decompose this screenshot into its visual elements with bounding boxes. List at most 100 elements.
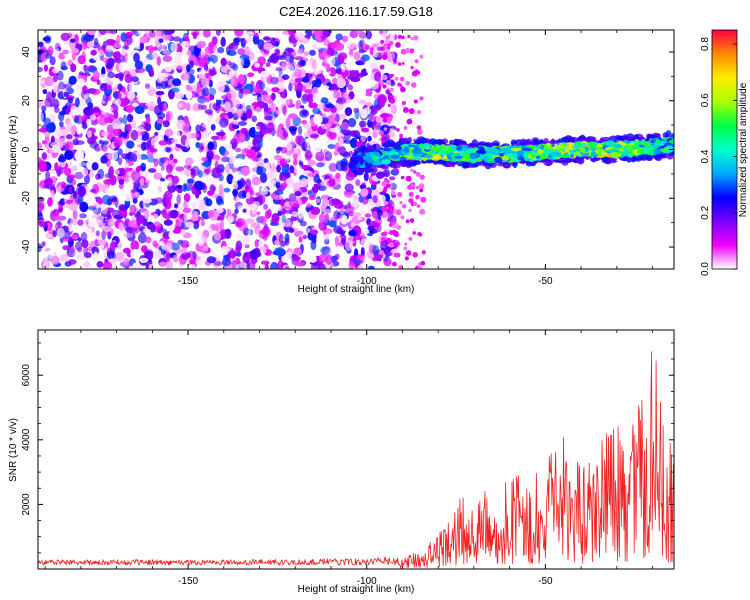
heatmap-noise-blob [219, 117, 229, 128]
heatmap-noise-blob [288, 206, 295, 212]
heatmap-signal-core [357, 157, 364, 163]
heatmap-noise-blob [264, 263, 269, 269]
heatmap-noise-blob [47, 45, 54, 56]
heatmap-noise-blob [87, 135, 97, 145]
heatmap-noise-blob [400, 175, 405, 180]
heatmap-signal-halo [577, 157, 585, 165]
heatmap-noise-blob [398, 264, 403, 269]
heatmap-noise-blob [295, 230, 304, 236]
heatmap-noise-blob [197, 190, 202, 195]
heatmap-noise-blob [187, 165, 192, 171]
heatmap-noise-blob [285, 117, 291, 128]
heatmap-noise-blob [218, 146, 226, 155]
heatmap-noise-blob [70, 63, 77, 73]
heatmap-noise-blob [207, 190, 214, 196]
heatmap-noise-blob [117, 83, 123, 91]
heatmap-noise-blob [319, 97, 329, 104]
heatmap-noise-blob [380, 236, 386, 242]
heatmap-noise-blob [407, 34, 411, 39]
heatmap-noise-blob [354, 97, 361, 103]
heatmap-noise-blob [176, 194, 181, 205]
heatmap-noise-blob [112, 51, 121, 59]
heatmap-noise-blob [292, 153, 298, 160]
heatmap-noise-blob [38, 243, 42, 253]
heatmap-noise-blob [129, 204, 137, 215]
heatmap-noise-blob [388, 205, 395, 215]
heatmap-noise-blob [412, 252, 419, 258]
heatmap-signal-halo [398, 160, 404, 166]
heatmap-noise-blob [143, 95, 151, 103]
heatmap-noise-blob [69, 47, 80, 54]
heatmap-noise-blob [389, 80, 396, 87]
heatmap-noise-blob [295, 135, 302, 145]
heatmap-signal-core [581, 152, 590, 157]
heatmap-noise-blob [134, 84, 141, 90]
heatmap-noise-blob [156, 119, 165, 124]
heatmap-noise-blob [367, 135, 372, 142]
heatmap-noise-blob [195, 198, 200, 208]
heatmap-noise-blob [111, 119, 122, 130]
heatmap-noise-blob [294, 261, 305, 267]
heatmap-noise-blob [247, 203, 258, 211]
heatmap-noise-blob [400, 215, 405, 220]
heatmap-noise-blob [397, 34, 402, 40]
heatmap-noise-blob [131, 120, 137, 129]
heatmap-signal-halo [370, 167, 378, 173]
heatmap-noise-blob [383, 43, 389, 50]
heatmap-noise-blob [297, 48, 304, 54]
heatmap-noise-blob [275, 67, 283, 72]
heatmap-noise-blob [238, 57, 245, 68]
heatmap-noise-blob [81, 51, 86, 62]
heatmap-noise-blob [145, 83, 150, 89]
heatmap-noise-blob [344, 240, 353, 251]
heatmap-noise-blob [406, 118, 413, 125]
heatmap-noise-blob [281, 92, 286, 99]
heatmap-noise-blob [387, 218, 391, 222]
heatmap-noise-blob [135, 187, 143, 193]
heatmap-noise-blob [289, 165, 295, 174]
heatmap-noise-blob [38, 202, 45, 212]
heatmap-noise-blob [417, 265, 423, 269]
heatmap-noise-blob [56, 70, 64, 81]
heatmap-noise-blob [269, 37, 276, 42]
heatmap-noise-blob [131, 219, 138, 229]
heatmap-noise-blob [154, 197, 164, 204]
heatmap-noise-blob [320, 77, 326, 82]
heatmap-noise-blob [210, 124, 216, 131]
heatmap-signal-halo [407, 137, 412, 144]
heatmap-signal-core [501, 155, 510, 161]
heatmap-noise-blob [382, 118, 388, 123]
heatmap-noise-blob [170, 42, 178, 53]
heatmap-noise-blob [348, 229, 357, 237]
heatmap-noise-blob [44, 64, 48, 72]
heatmap-noise-blob [178, 172, 187, 181]
heatmap-noise-blob [382, 74, 388, 81]
heatmap-signal-halo [485, 163, 492, 170]
heatmap-noise-blob [419, 174, 425, 180]
heatmap-noise-blob [224, 150, 229, 156]
heatmap-noise-blob [178, 45, 183, 53]
heatmap-noise-blob [101, 194, 111, 205]
heatmap-noise-blob [260, 94, 270, 103]
heatmap-noise-blob [409, 218, 415, 223]
heatmap-noise-blob [415, 172, 421, 177]
heatmap-noise-blob [252, 252, 262, 258]
heatmap-noise-blob [323, 213, 330, 223]
heatmap-noise-blob [282, 131, 288, 139]
heatmap-signal-halo [411, 160, 422, 166]
heatmap-noise-blob [291, 216, 298, 222]
heatmap-noise-blob [137, 30, 145, 37]
heatmap-noise-blob [340, 158, 348, 167]
heatmap-noise-blob [107, 71, 115, 79]
heatmap-signal-halo [654, 154, 663, 162]
heatmap-noise-blob [164, 128, 174, 137]
heatmap-noise-blob [357, 264, 363, 269]
heatmap-noise-blob [232, 99, 241, 109]
heatmap-noise-blob [180, 72, 191, 81]
heatmap-noise-blob [264, 115, 273, 121]
heatmap-noise-blob [50, 106, 55, 114]
heatmap-noise-blob [41, 105, 47, 112]
heatmap-noise-blob [130, 129, 138, 141]
heatmap-noise-blob [69, 38, 76, 43]
heatmap-noise-blob [84, 174, 90, 185]
